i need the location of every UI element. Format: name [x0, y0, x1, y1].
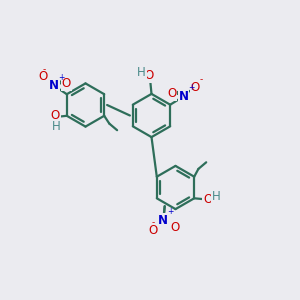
Text: -: -: [42, 65, 45, 74]
Text: O: O: [167, 87, 176, 101]
Text: O: O: [61, 77, 71, 90]
Text: H: H: [212, 190, 220, 203]
Text: N: N: [179, 90, 189, 103]
Text: O: O: [190, 81, 200, 94]
Text: +: +: [167, 207, 174, 216]
Text: N: N: [49, 79, 59, 92]
Text: O: O: [203, 193, 212, 206]
Text: O: O: [148, 224, 157, 237]
Text: +: +: [188, 83, 194, 92]
Text: O: O: [145, 69, 154, 82]
Text: O: O: [51, 109, 60, 122]
Text: -: -: [199, 75, 203, 84]
Text: O: O: [170, 221, 179, 234]
Text: H: H: [52, 120, 60, 133]
Text: +: +: [58, 73, 65, 82]
Text: H: H: [137, 66, 146, 80]
Text: -: -: [152, 218, 155, 227]
Text: N: N: [158, 214, 168, 227]
Text: O: O: [38, 70, 47, 83]
